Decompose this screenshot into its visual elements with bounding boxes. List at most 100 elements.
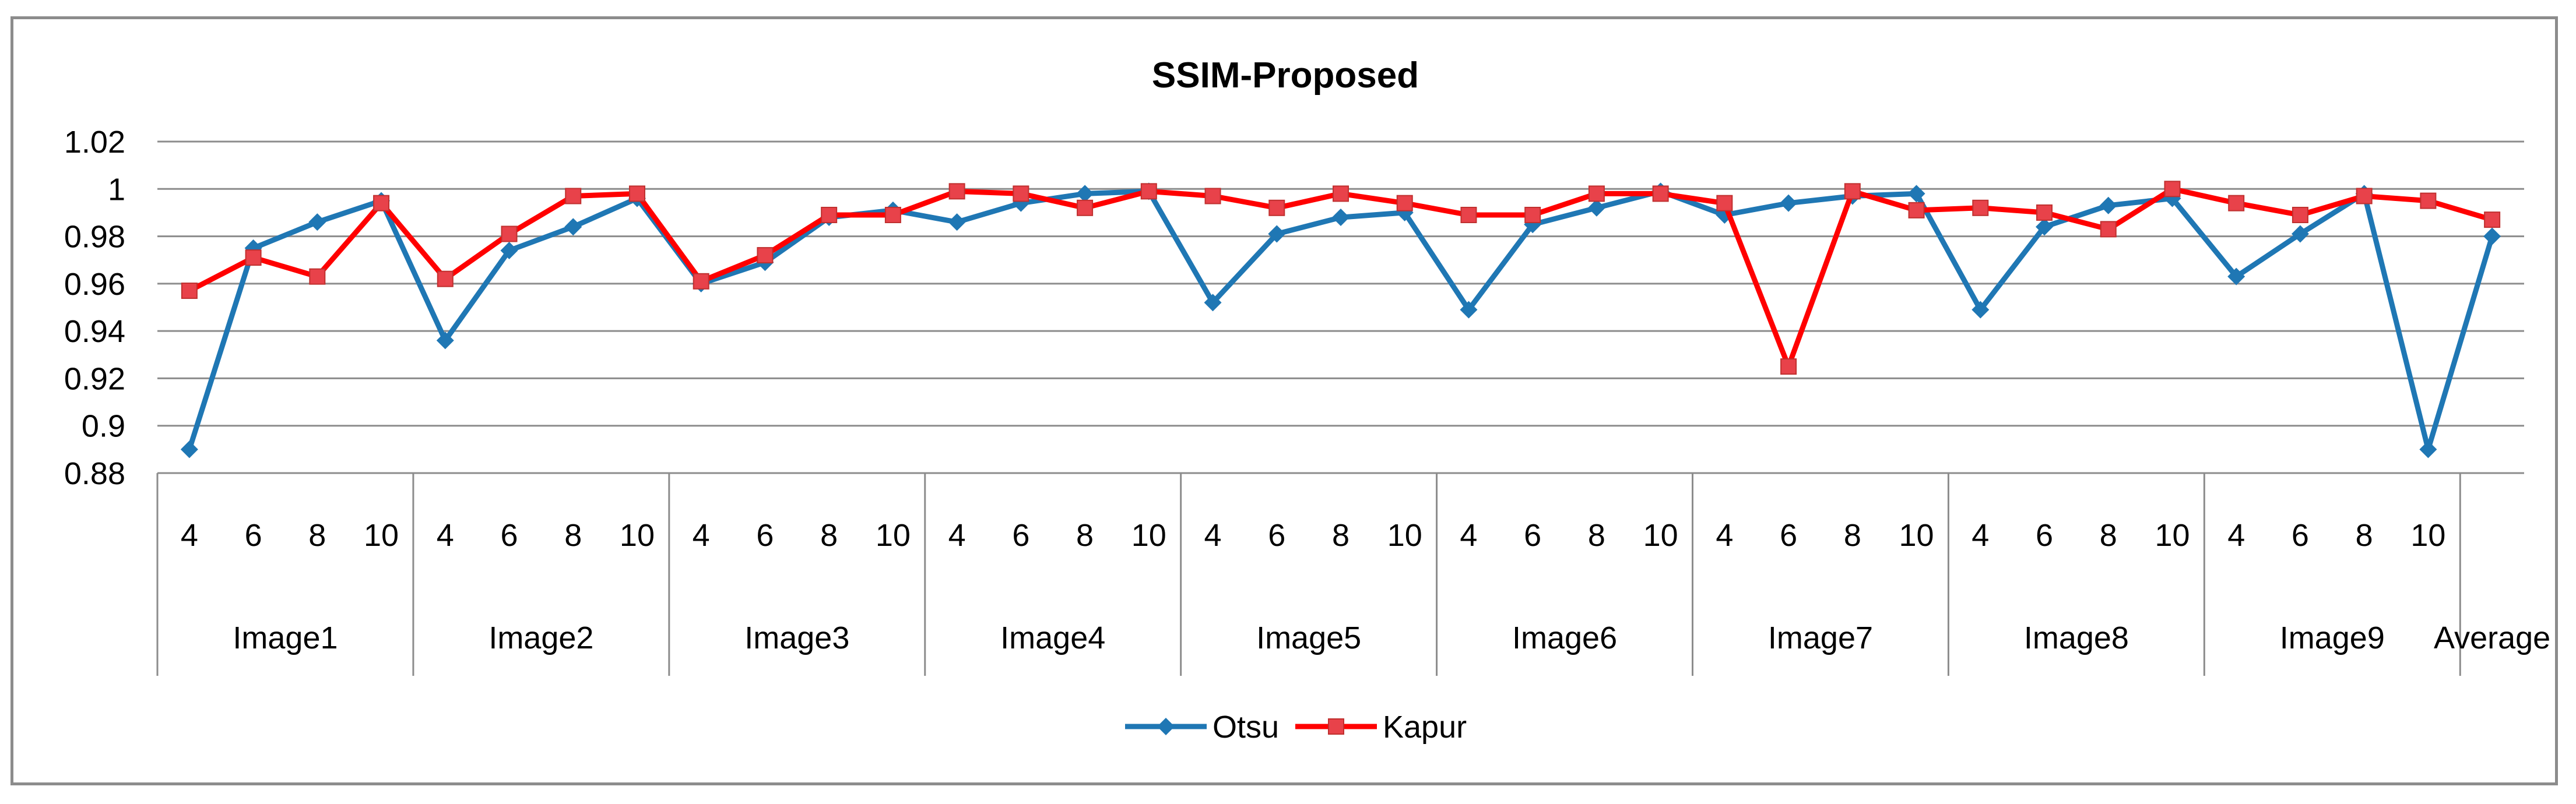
data-point-kapur (628, 185, 645, 202)
x-sub-label: 8 (308, 518, 326, 553)
data-point-otsu (308, 213, 326, 231)
data-point-kapur (2036, 204, 2053, 221)
y-tick-label: 0.98 (64, 220, 125, 255)
x-sub-label: 6 (756, 518, 774, 553)
x-group-label: Image6 (1512, 620, 1617, 655)
chart-frame (10, 16, 2558, 785)
series-line-otsu (187, 188, 2495, 452)
data-point-kapur (1013, 185, 1029, 202)
data-point-otsu (948, 213, 966, 231)
x-axis: 4 6 8 10 Image1 4 6 8 10 Image2 4 6 8 10 Image3 4 6 8 10 Im… (156, 473, 2550, 676)
data-point-kapur (1268, 199, 1285, 216)
x-group-label: Image3 (744, 620, 849, 655)
data-point-kapur (948, 183, 965, 200)
x-sub-label: 4 (693, 518, 710, 553)
data-point-otsu (1204, 294, 1222, 312)
x-sub-label: 8 (2356, 518, 2373, 553)
x-sub-label: 6 (2292, 518, 2309, 553)
y-tick-label: 1.02 (64, 125, 125, 160)
y-tick-label: 0.92 (64, 361, 125, 396)
y-tick-label: 0.96 (64, 267, 125, 302)
x-sub-label: 8 (564, 518, 582, 553)
x-sub-label: 4 (948, 518, 966, 553)
x-sub-label: 10 (1387, 518, 1422, 553)
data-point-otsu (1907, 185, 1925, 203)
data-point-kapur (1460, 206, 1477, 223)
x-group-label: Image7 (1768, 620, 1873, 655)
x-sub-label: 6 (1780, 518, 1797, 553)
data-point-kapur (437, 270, 454, 287)
data-point-otsu (1460, 301, 1478, 319)
x-sub-label: 10 (876, 518, 911, 553)
x-group-label: Image1 (233, 620, 338, 655)
data-point-kapur (2292, 206, 2308, 223)
x-sub-label: 10 (1899, 518, 1934, 553)
legend-item-kapur: Kapur (1295, 710, 1467, 745)
data-point-kapur (821, 206, 838, 223)
data-point-otsu (564, 218, 582, 236)
legend-label: Kapur (1383, 710, 1467, 745)
x-sub-label: 8 (1844, 518, 1861, 553)
x-group-label: Image4 (1000, 620, 1105, 655)
legend-item-otsu: Otsu (1125, 710, 1279, 745)
data-point-kapur (1652, 185, 1669, 202)
x-sub-label: 6 (1524, 518, 1541, 553)
x-sub-label: 6 (500, 518, 518, 553)
x-sub-label: 4 (2227, 518, 2245, 553)
data-point-otsu (2291, 225, 2309, 243)
x-sub-label: 4 (1460, 518, 1477, 553)
x-sub-label: 8 (1076, 518, 1094, 553)
data-point-kapur (2164, 181, 2181, 198)
data-point-kapur (181, 283, 198, 299)
x-sub-label: 10 (2410, 518, 2445, 553)
data-point-kapur (1077, 199, 1094, 216)
series-kapur (181, 181, 2501, 375)
data-point-kapur (309, 268, 326, 285)
data-point-kapur (757, 247, 774, 264)
legend-label: Otsu (1213, 710, 1279, 745)
legend: Otsu Kapur (1125, 710, 1467, 745)
x-sub-label: 8 (1332, 518, 1349, 553)
x-sub-label: 8 (820, 518, 838, 553)
data-point-kapur (693, 273, 709, 290)
x-group-label: Image2 (489, 620, 593, 655)
x-sub-label: 4 (181, 518, 198, 553)
data-point-kapur (1716, 195, 1733, 211)
data-point-otsu (2099, 196, 2117, 214)
legend-marker (1328, 718, 1344, 735)
x-sub-label: 4 (1971, 518, 1989, 553)
y-tick-label: 0.88 (64, 456, 125, 491)
legend-marker (1157, 718, 1175, 735)
x-sub-label: 8 (2100, 518, 2117, 553)
data-point-otsu (500, 241, 518, 259)
x-sub-label: 10 (364, 518, 399, 553)
data-point-kapur (884, 206, 901, 223)
data-point-kapur (1524, 206, 1541, 223)
data-point-kapur (1396, 195, 1413, 211)
x-sub-label: 10 (2155, 518, 2190, 553)
x-group-label: Image9 (2280, 620, 2385, 655)
series-layer (180, 181, 2501, 459)
y-tick-label: 1 (108, 172, 125, 207)
x-group-label: Image8 (2024, 620, 2129, 655)
gridlines (157, 140, 2524, 474)
data-point-otsu (180, 440, 198, 459)
x-group-label: Average (2434, 620, 2550, 655)
data-point-otsu (1780, 194, 1798, 212)
data-point-kapur (1204, 188, 1221, 204)
data-point-kapur (501, 225, 518, 242)
x-sub-label: 4 (1204, 518, 1222, 553)
x-sub-label: 6 (1268, 518, 1285, 553)
data-point-kapur (1333, 185, 1349, 202)
data-point-kapur (2228, 195, 2245, 211)
data-point-otsu (1587, 199, 1605, 217)
x-sub-label: 6 (2036, 518, 2053, 553)
data-point-otsu (1332, 209, 1349, 227)
data-point-otsu (436, 332, 454, 350)
x-sub-label: 10 (1643, 518, 1678, 553)
data-point-otsu (1971, 301, 1990, 319)
data-point-kapur (1588, 185, 1605, 202)
data-point-kapur (1844, 183, 1861, 200)
data-point-kapur (2420, 192, 2437, 209)
